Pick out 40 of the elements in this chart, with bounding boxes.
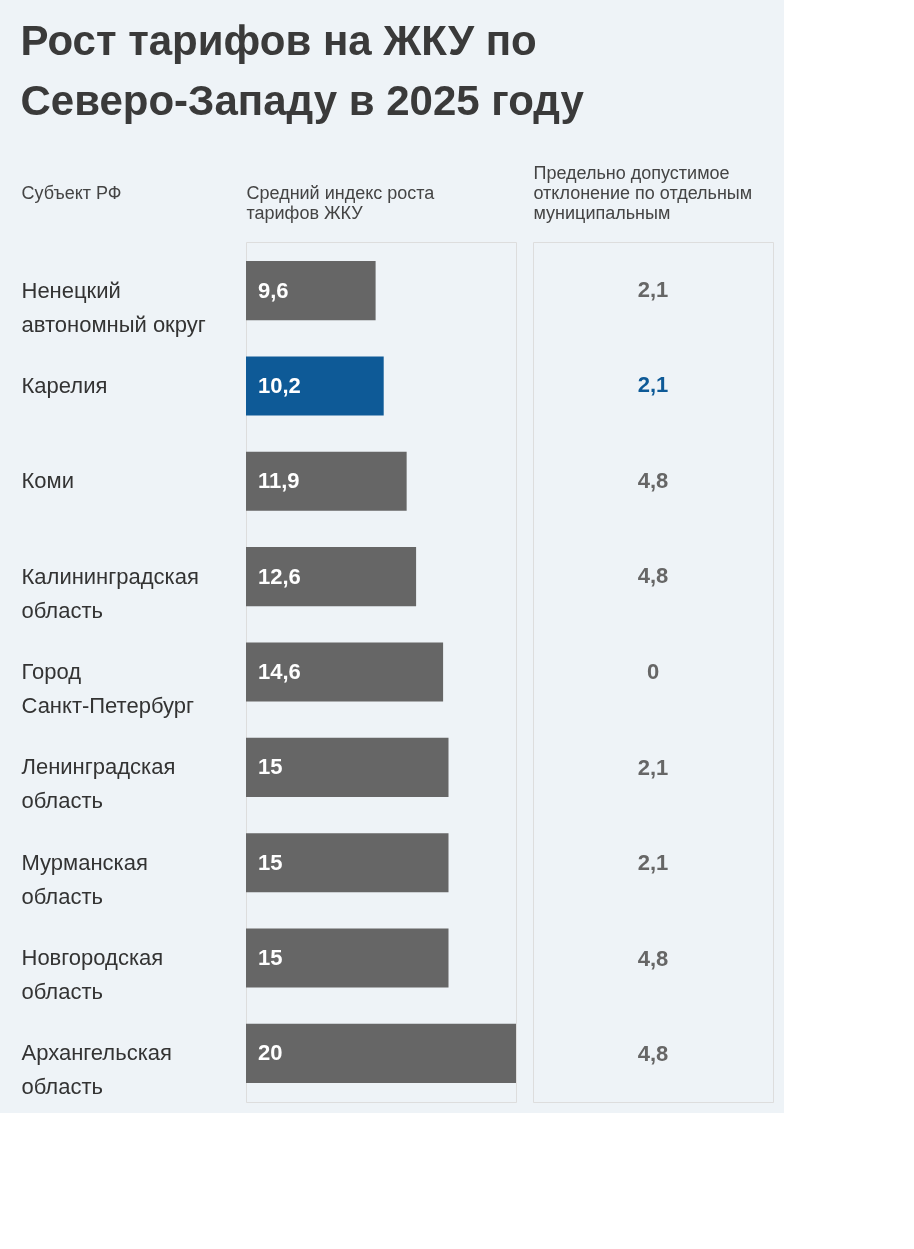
data-label: 4,8: [637, 563, 669, 589]
bar: [246, 833, 449, 893]
x-axis-title: Средний индекс роста тарифов ЖКУ: [246, 182, 436, 223]
data-label: 12,6: [258, 563, 301, 589]
data-label: 10,2: [258, 372, 301, 398]
data-label: 15: [258, 849, 283, 875]
y-tick-label: Город Санкт-Петербург: [21, 659, 195, 718]
data-label: 4,8: [637, 945, 669, 971]
y-tick-label: Коми: [21, 468, 74, 494]
data-label: 11,9: [258, 468, 300, 494]
data-label: 9,6: [258, 277, 289, 303]
bar: [246, 737, 449, 797]
data-label: 2,1: [637, 276, 669, 302]
data-label: 15: [258, 754, 283, 780]
y-tick-label: Карелия: [21, 372, 108, 398]
y-tick-label: Новгородская область: [21, 945, 164, 1005]
bar: [246, 261, 376, 321]
y-tick-label: Ленинградская область: [21, 754, 176, 814]
data-label: 0: [646, 659, 660, 684]
y-tick-label: Ненецкий автономный округ: [21, 277, 206, 337]
y-tick-label: Калининградская область: [21, 563, 199, 623]
data-label: 15: [258, 945, 283, 971]
bar: [246, 451, 407, 511]
data-label: 2,1: [637, 372, 669, 398]
text: Предельно допустимое отклонение по отдельным муниципальным: [533, 162, 753, 223]
data-label: 2,1: [637, 754, 669, 780]
data-label: 4,8: [637, 1041, 669, 1067]
bar: [246, 547, 417, 607]
data-label: 4,8: [637, 467, 669, 493]
data-label: 14,6: [258, 659, 301, 684]
bar: [246, 928, 449, 988]
y-tick-label: Архангельская область: [21, 1040, 172, 1100]
y-tick-label: Мурманская область: [21, 849, 148, 909]
data-label: 2,1: [637, 850, 669, 876]
bar: [246, 356, 384, 416]
data-label: 20: [258, 1040, 283, 1066]
y-axis-title: Субъект РФ: [21, 182, 122, 203]
bar: [246, 642, 444, 702]
bar: [246, 1023, 516, 1083]
chart-title: Рост тарифов на ЖКУ по Северо-Западу в 2025 году: [20, 16, 585, 124]
